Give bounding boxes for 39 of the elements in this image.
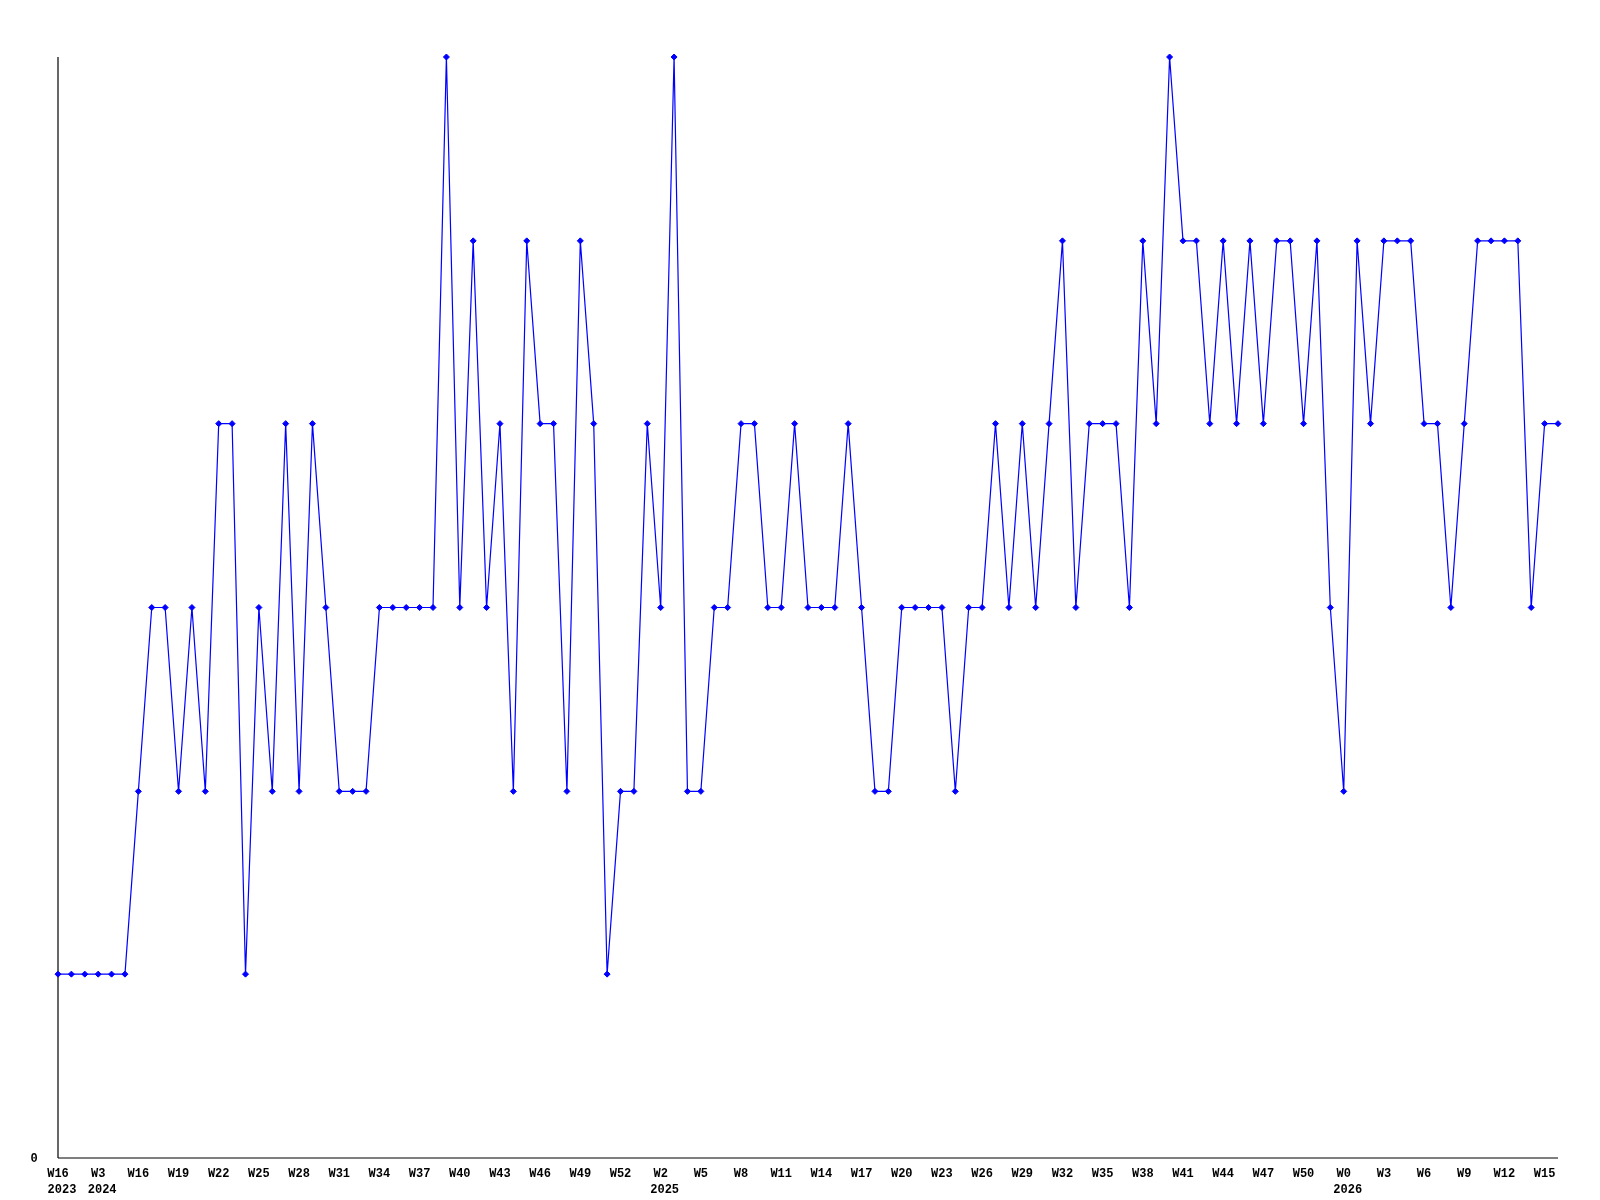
x-tick-label: W15 — [1533, 1167, 1556, 1181]
x-tick-label: W23 — [931, 1167, 953, 1181]
x-tick-label: W16 2023 — [47, 1167, 77, 1197]
x-tick-label: W52 — [609, 1167, 632, 1181]
x-tick-label: W16 — [127, 1167, 150, 1181]
x-tick-label: W3 2024 — [87, 1167, 117, 1197]
x-tick-label: W38 — [1132, 1167, 1154, 1181]
x-tick-label: W19 — [167, 1167, 190, 1181]
x-tick-label: W8 — [733, 1167, 749, 1181]
x-tick-label: W2 2025 — [650, 1167, 680, 1197]
x-tick-label: W6 — [1416, 1167, 1432, 1181]
x-tick-label: W22 — [207, 1167, 230, 1181]
text: 0 — [30, 1152, 38, 1166]
x-tick-label: W37 — [408, 1167, 431, 1181]
x-tick-label: W0 2026 — [1333, 1167, 1363, 1197]
x-tick-label: W44 — [1212, 1167, 1234, 1181]
x-tick-label: W50 — [1292, 1167, 1315, 1181]
x-tick-label: W32 — [1051, 1167, 1074, 1181]
x-tick-label: W5 — [693, 1167, 709, 1181]
x-tick-label: W49 — [569, 1167, 592, 1181]
x-tick-label: W34 — [368, 1167, 391, 1181]
x-tick-label: W47 — [1252, 1167, 1275, 1181]
x-tick-label: W46 — [529, 1167, 551, 1181]
x-tick-label: W25 — [248, 1167, 270, 1181]
x-tick-label: W41 — [1172, 1167, 1194, 1181]
x-tick-label: W14 — [810, 1167, 833, 1181]
x-tick-label: W11 — [770, 1167, 793, 1181]
x-tick-label: W9 — [1457, 1167, 1472, 1181]
x-tick-label: W29 — [1011, 1167, 1034, 1181]
x-tick-label: W12 — [1493, 1167, 1516, 1181]
x-tick-label: W43 — [489, 1167, 511, 1181]
x-tick-label: W17 — [850, 1167, 873, 1181]
x-tick-label: W35 — [1091, 1167, 1114, 1181]
x-tick-label: W20 — [890, 1167, 913, 1181]
x-tick-label: W31 — [328, 1167, 351, 1181]
x-tick-label: W28 — [288, 1167, 310, 1181]
x-tick-label: W3 — [1376, 1167, 1392, 1181]
x-tick-label: W40 — [448, 1167, 471, 1181]
x-tick-label: W26 — [971, 1167, 993, 1181]
